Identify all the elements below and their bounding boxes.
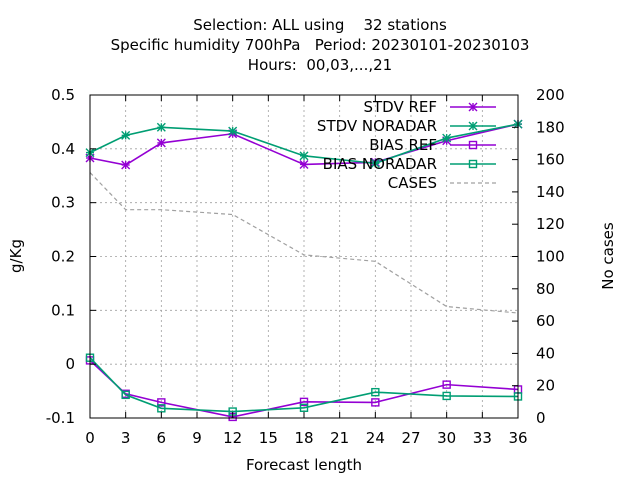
data-point: [371, 398, 380, 407]
y2-axis-label: No cases: [599, 222, 617, 290]
x-tick-label: 36: [508, 429, 527, 447]
data-point: [157, 404, 166, 413]
legend-entry: BIAS NORADAR: [323, 155, 496, 173]
data-point: [442, 133, 452, 143]
data-point: [299, 397, 309, 407]
data-point: [156, 138, 166, 148]
data-point: [299, 151, 309, 161]
x-tick-label: 33: [473, 429, 492, 447]
x-tick-label: 18: [294, 429, 313, 447]
series-line: [89, 357, 519, 413]
y2-tick-label: 0: [536, 409, 546, 427]
y2-tick-label: 120: [536, 215, 565, 233]
y2-tick-label: 140: [536, 183, 565, 201]
x-tick-label: 15: [259, 429, 278, 447]
series-layer: [85, 119, 523, 422]
legend-label: BIAS NORADAR: [323, 155, 437, 173]
data-point: [121, 390, 130, 400]
y2-tick-label: 100: [536, 248, 565, 266]
x-tick-label: 27: [401, 429, 420, 447]
chart-title-line-3: Hours: 00,03,...,21: [247, 56, 393, 74]
data-point: [121, 130, 131, 140]
y-tick-label: 0.2: [51, 248, 75, 266]
x-tick-label: 24: [366, 429, 385, 447]
legend-entry: CASES: [388, 174, 496, 192]
grid: [90, 95, 518, 418]
series-line: [89, 123, 519, 165]
y2-tick-label: 80: [536, 280, 555, 298]
legend-marker: [468, 159, 478, 169]
x-tick-label: 0: [85, 429, 95, 447]
legend-entry: STDV NORADAR: [317, 117, 496, 135]
y-axis-label: g/Kg: [7, 239, 25, 273]
chart-title-line-2: Specific humidity 700hPa Period: 2023010…: [110, 36, 530, 54]
y-tick-label: 0.4: [51, 140, 75, 158]
y-tick-label: 0.3: [51, 194, 75, 212]
y2-tick-label: 40: [536, 344, 555, 362]
legend-marker: [468, 140, 478, 150]
legend-label: CASES: [388, 174, 437, 192]
data-point: [157, 398, 166, 407]
series-line: [89, 172, 519, 314]
x-tick-label: 3: [121, 429, 131, 447]
y2-tick-label: 60: [536, 312, 555, 330]
legend-label: STDV NORADAR: [317, 117, 437, 135]
y2-tick-label: 200: [536, 86, 565, 104]
y2-tick-label: 20: [536, 377, 555, 395]
data-point: [370, 158, 380, 168]
series-stdv-noradar: [85, 119, 523, 168]
y2-tick-label: 160: [536, 151, 565, 169]
y-tick-label: 0.5: [51, 86, 75, 104]
x-tick-label: 12: [223, 429, 242, 447]
data-point: [228, 126, 238, 136]
x-tick-label: 21: [330, 429, 349, 447]
legend-label: BIAS REF: [369, 136, 437, 154]
y-tick-label: 0: [65, 355, 75, 373]
y-tick-label: -0.1: [46, 409, 75, 427]
legend-entry: STDV REF: [363, 98, 496, 116]
series-cases: [89, 172, 519, 314]
y2-tick-label: 180: [536, 118, 565, 136]
legend-marker: [468, 102, 478, 112]
data-point: [442, 391, 451, 401]
legend-entry: BIAS REF: [369, 136, 496, 154]
legend-marker: [468, 121, 478, 131]
x-tick-label: 30: [437, 429, 456, 447]
x-tick-label: 6: [157, 429, 167, 447]
data-point: [121, 160, 131, 170]
chart-title-line-1: Selection: ALL using 32 stations: [193, 16, 447, 34]
x-axis-label: Forecast length: [246, 456, 362, 474]
series-line: [89, 123, 519, 166]
legend-label: STDV REF: [363, 98, 437, 116]
data-point: [299, 403, 309, 412]
data-point: [442, 380, 451, 389]
data-point: [156, 122, 166, 132]
x-tick-label: 9: [192, 429, 202, 447]
tick-layer: 0 3 6 9 12 15 18 21 24 27 30 33 36-0.100.10.20.30.40…: [46, 86, 565, 447]
y-tick-label: 0.1: [51, 301, 75, 319]
data-point: [371, 387, 380, 397]
data-point: [299, 159, 309, 169]
